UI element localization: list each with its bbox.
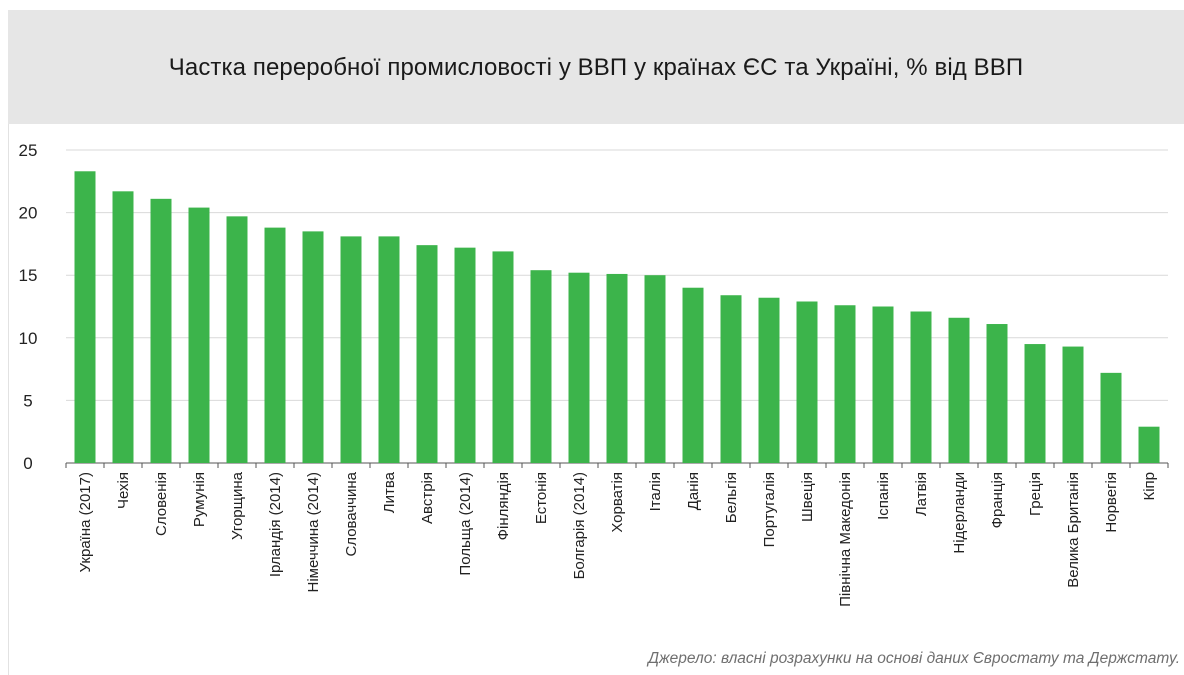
bar [720,295,742,463]
x-tick-label: Україна (2017) [77,472,94,572]
bar [758,297,780,463]
bar [606,273,628,463]
bar [188,207,210,463]
bar [454,247,476,463]
bar [302,231,324,463]
x-tick-label: Румунія [191,472,208,527]
x-tick-label: Чехія [115,472,132,509]
x-tick-label: Латвія [913,472,930,516]
bar [1138,426,1160,463]
x-tick-label: Фінляндія [495,472,512,540]
x-tick-label: Норвегія [1103,472,1120,533]
bar [796,301,818,463]
bar [112,191,134,464]
bar [378,236,400,463]
y-tick-label: 10 [19,329,38,348]
bar [530,270,552,463]
bar [682,287,704,463]
bar [948,317,970,463]
bar [150,198,172,463]
x-tick-label: Греція [1027,472,1044,516]
y-tick-label: 5 [23,391,32,410]
bar [910,311,932,463]
bar [226,216,248,463]
x-tick-label: Велика Британія [1065,472,1082,588]
x-tick-label: Іспанія [875,472,892,520]
x-tick-label: Бельгія [723,472,740,523]
x-tick-label: Австрія [419,472,436,524]
bar [568,272,590,463]
y-tick-label: 15 [19,266,38,285]
x-tick-label: Данія [685,472,702,510]
bar [492,251,514,463]
x-tick-label: Швеція [799,472,816,522]
x-tick-label: Кіпр [1141,472,1158,501]
bar [1100,372,1122,463]
bar [1062,346,1084,463]
bar [644,275,666,463]
x-tick-label: Північна Македонія [837,472,854,607]
title-band [8,10,1184,124]
x-tick-label: Литва [381,471,398,513]
bar [986,324,1008,463]
x-tick-label: Німеччина (2014) [305,472,322,592]
bar [1024,344,1046,463]
x-tick-label: Естонія [533,472,550,524]
x-tick-label: Угорщина [229,471,246,540]
x-tick-label: Франція [989,472,1006,528]
x-tick-label: Нідерланди [951,472,968,554]
bar [416,245,438,463]
y-tick-label: 0 [23,454,32,473]
source-note: Джерело: власні розрахунки на основі дан… [648,650,1180,667]
x-tick-label: Італія [647,472,664,511]
y-tick-label: 25 [19,141,38,160]
x-tick-label: Португалія [761,472,778,547]
chart-title: Частка переробної промисловості у ВВП у … [168,54,1024,81]
bar [872,306,894,463]
x-tick-label: Польща (2014) [457,472,474,576]
bar [74,171,96,463]
x-tick-label: Хорватія [609,472,626,533]
bar [834,305,856,463]
bar [264,227,286,463]
x-tick-label: Ірландія (2014) [267,472,284,577]
x-tick-label: Словенія [153,472,170,536]
y-tick-label: 20 [19,204,38,223]
bar [340,236,362,463]
x-tick-label: Болгарія (2014) [571,472,588,579]
x-tick-label: Словаччина [343,471,360,556]
